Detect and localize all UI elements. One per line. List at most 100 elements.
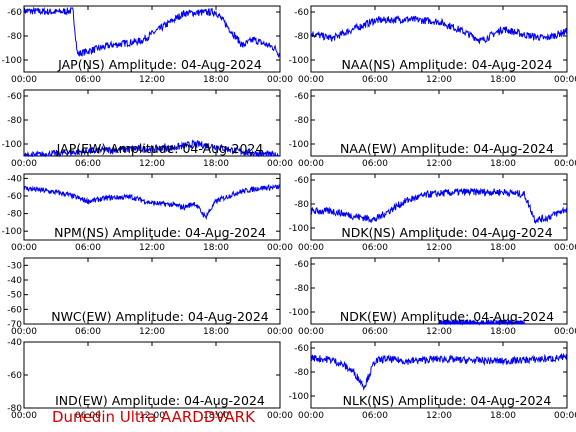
- y-tick-label: -100: [289, 224, 310, 234]
- y-tick-label: -80: [294, 284, 309, 294]
- y-tick-label: -80: [7, 404, 22, 414]
- x-tick-label: 00:00: [267, 327, 293, 337]
- x-tick-label: 18:00: [490, 159, 516, 169]
- x-tick-label: 06:00: [362, 159, 388, 169]
- y-tick-label: -100: [2, 140, 23, 150]
- x-tick-label: 00:00: [267, 243, 293, 253]
- x-tick-label: 06:00: [362, 411, 388, 421]
- y-tick-label: -100: [2, 56, 23, 66]
- y-tick-label: -80: [7, 210, 22, 220]
- x-tick-label: 00:00: [298, 327, 324, 337]
- y-tick-label: -80: [294, 200, 309, 210]
- x-tick-label: 12:00: [139, 75, 165, 85]
- amplitude-trace: [23, 6, 281, 59]
- y-tick-label: -60: [7, 92, 22, 102]
- y-tick-label: -60: [294, 8, 309, 18]
- y-tick-label: -30: [7, 261, 22, 271]
- y-tick-label: -80: [294, 32, 309, 42]
- x-tick-label: 00:00: [11, 75, 37, 85]
- x-tick-label: 00:00: [11, 159, 37, 169]
- x-tick-label: 00:00: [298, 159, 324, 169]
- y-tick-label: -60: [7, 305, 22, 315]
- x-tick-label: 06:00: [75, 75, 101, 85]
- x-tick-label: 18:00: [490, 75, 516, 85]
- y-tick-label: -80: [7, 32, 22, 42]
- amplitude-trace: [23, 139, 281, 158]
- x-tick-label: 00:00: [267, 75, 293, 85]
- panel-title: NLK(NS) Amplitude: 04-Aug-2024: [343, 393, 552, 408]
- y-tick-label: -80: [294, 368, 309, 378]
- x-tick-label: 18:00: [490, 411, 516, 421]
- x-tick-label: 00:00: [554, 243, 576, 253]
- y-tick-label: -80: [7, 116, 22, 126]
- y-tick-label: -40: [7, 276, 22, 286]
- x-tick-label: 06:00: [75, 327, 101, 337]
- x-tick-label: 18:00: [490, 243, 516, 253]
- amplitude-trace: [310, 15, 568, 45]
- y-tick-label: -100: [289, 392, 310, 402]
- y-tick-label: -60: [294, 176, 309, 186]
- panel-6: -100-80-6000:0006:0012:0018:0000:00NDK(N…: [289, 173, 576, 253]
- y-tick-label: -60: [294, 92, 309, 102]
- panel-8: -100-80-6000:0006:0012:0018:0000:00NDK(E…: [289, 257, 576, 337]
- x-tick-label: 00:00: [267, 411, 293, 421]
- x-tick-label: 06:00: [75, 243, 101, 253]
- amplitude-trace: [23, 183, 281, 221]
- x-tick-label: 18:00: [203, 243, 229, 253]
- amplitude-trace: [310, 187, 568, 225]
- panel-title: NDK(EW) Amplitude: 04-Aug-2024: [340, 309, 554, 324]
- x-tick-label: 12:00: [426, 327, 452, 337]
- y-tick-label: -100: [2, 227, 23, 237]
- y-tick-label: -60: [7, 8, 22, 18]
- amplitude-trace: [438, 318, 525, 326]
- panel-title: NPM(NS) Amplitude: 04-Aug-2024: [54, 225, 266, 240]
- x-tick-label: 00:00: [11, 243, 37, 253]
- x-tick-label: 06:00: [75, 159, 101, 169]
- footer-credit: Dunedin Ultra AARDDVARK: [52, 408, 255, 426]
- x-tick-label: 18:00: [203, 411, 229, 421]
- x-tick-label: 12:00: [426, 75, 452, 85]
- x-tick-label: 00:00: [298, 75, 324, 85]
- x-tick-label: 12:00: [139, 243, 165, 253]
- x-tick-label: 12:00: [139, 159, 165, 169]
- y-tick-label: -60: [294, 344, 309, 354]
- y-tick-label: -100: [289, 56, 310, 66]
- panel-title: JAP(EW) Amplitude: 04-Aug-2024: [56, 141, 264, 156]
- x-tick-label: 00:00: [554, 75, 576, 85]
- y-tick-label: -60: [7, 371, 22, 381]
- x-tick-label: 12:00: [139, 411, 165, 421]
- x-tick-label: 18:00: [203, 159, 229, 169]
- amplitude-trace: [310, 352, 568, 391]
- panel-title: NAA(EW) Amplitude: 04-Aug-2024: [340, 141, 554, 156]
- panel-2: -100-80-6000:0006:0012:0018:0000:00NAA(N…: [289, 5, 576, 85]
- x-tick-label: 00:00: [11, 411, 37, 421]
- x-tick-label: 00:00: [554, 327, 576, 337]
- panel-1: -100 -80 -60 00:00 06:00 12:00 18:00 00:00 JAP(N…: [2, 5, 293, 85]
- y-tick-label: -40: [7, 338, 22, 348]
- x-tick-label: 00:00: [298, 243, 324, 253]
- panel-title: IND(EW) Amplitude: 04-Aug-2024: [55, 393, 265, 408]
- y-tick-label: -60: [294, 260, 309, 270]
- panel-4: -100-80-6000:0006:0012:0018:0000:00NAA(E…: [289, 89, 576, 169]
- y-tick-label: -80: [294, 116, 309, 126]
- x-tick-label: 06:00: [75, 411, 101, 421]
- y-tick-label: -100: [289, 308, 310, 318]
- x-tick-label: 12:00: [426, 159, 452, 169]
- x-tick-label: 12:00: [426, 243, 452, 253]
- x-tick-label: 18:00: [203, 75, 229, 85]
- panel-title: NAA(NS) Amplitude: 04-Aug-2024: [342, 57, 553, 72]
- y-tick-label: -60: [7, 192, 22, 202]
- x-tick-label: 18:00: [490, 327, 516, 337]
- x-tick-label: 00:00: [267, 159, 293, 169]
- panel-title: JAP(NS) Amplitude: 04-Aug-2024: [57, 57, 262, 72]
- panel-7: -70 -60 -50 -40 -30 00:00 06:00 12:00 18:00 00:00…: [7, 257, 293, 337]
- x-tick-label: 00:00: [554, 411, 576, 421]
- y-tick-label: -40: [7, 174, 22, 184]
- x-tick-label: 06:00: [362, 327, 388, 337]
- x-tick-label: 12:00: [426, 411, 452, 421]
- x-tick-label: 00:00: [554, 159, 576, 169]
